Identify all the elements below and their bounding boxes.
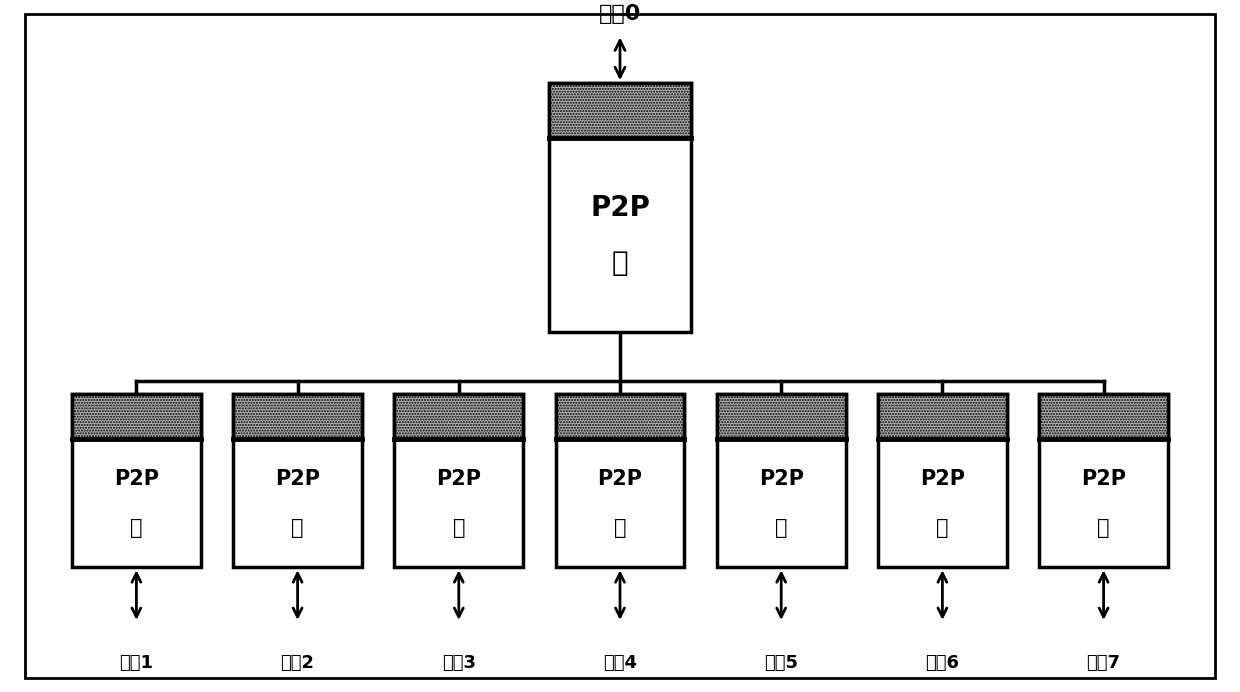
Bar [549,83,692,332]
Bar [878,394,1007,439]
Text: 端口0: 端口0 [599,4,641,24]
Text: P2P: P2P [598,469,642,489]
Bar [72,394,201,439]
Bar [556,394,684,439]
Text: P2P: P2P [759,469,804,489]
Text: 桥: 桥 [775,518,787,538]
Bar [233,394,362,567]
Bar [394,394,523,567]
Text: P2P: P2P [114,469,159,489]
Text: 端口6: 端口6 [925,654,960,672]
Text: 端口5: 端口5 [764,654,799,672]
Text: 桥: 桥 [453,518,465,538]
Bar [717,394,846,439]
Text: P2P: P2P [275,469,320,489]
Text: 桥: 桥 [130,518,143,538]
Text: P2P: P2P [1081,469,1126,489]
Text: 端口1: 端口1 [119,654,154,672]
Bar [717,394,846,567]
Bar [1039,394,1168,439]
Bar [233,394,362,439]
Bar [72,394,201,567]
Text: P2P: P2P [436,469,481,489]
Text: 桥: 桥 [614,518,626,538]
Text: 桥: 桥 [611,249,629,277]
Bar [394,394,523,439]
Text: 端口2: 端口2 [280,654,315,672]
Bar [1039,394,1168,567]
Text: 端口3: 端口3 [441,654,476,672]
Bar [549,83,692,138]
Text: 端口7: 端口7 [1086,654,1121,672]
Bar [556,394,684,567]
Bar [878,394,1007,567]
Text: P2P: P2P [920,469,965,489]
Text: 桥: 桥 [1097,518,1110,538]
Text: 端口4: 端口4 [603,654,637,672]
Text: P2P: P2P [590,194,650,221]
Text: 桥: 桥 [291,518,304,538]
Text: 桥: 桥 [936,518,949,538]
